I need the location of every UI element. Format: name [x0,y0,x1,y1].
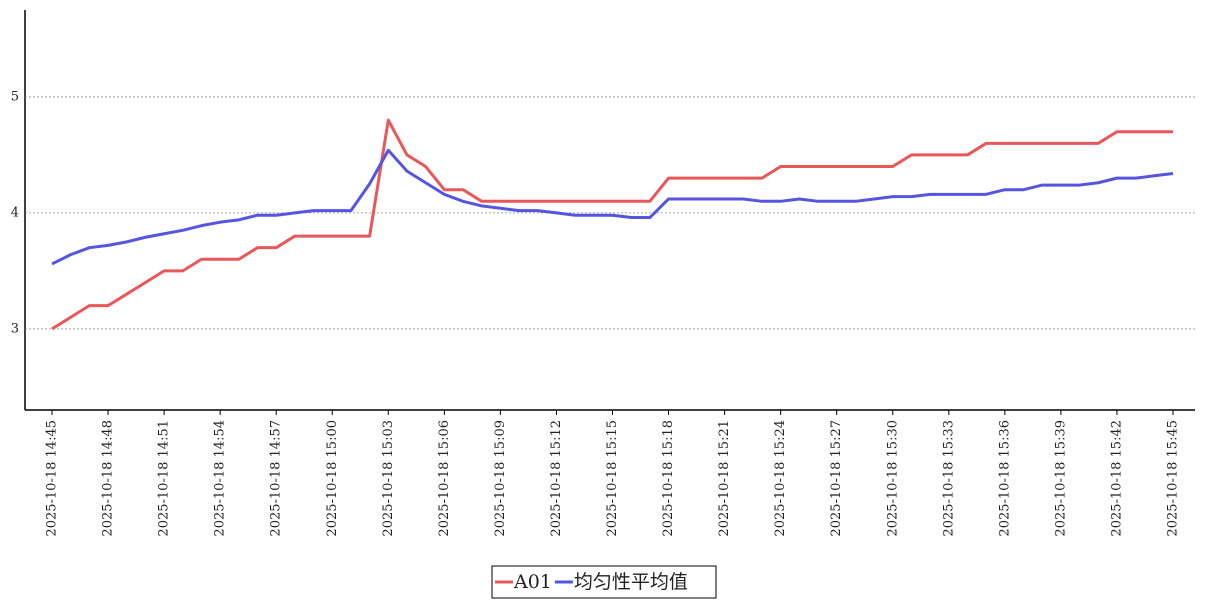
legend: A01 均匀性平均值 [495,571,688,593]
legend-box [491,565,717,599]
x-tick-label: 2025-10-18 15:15 [605,420,620,537]
y-tick-label: 4 [11,205,19,220]
x-tick-label: 2025-10-18 14:45 [45,420,60,537]
x-tick-label: 2025-10-18 15:36 [997,420,1012,537]
x-tick-label: 2025-10-18 15:42 [1109,420,1124,537]
legend-label: 均匀性平均值 [574,571,688,593]
legend-label: A01 [513,571,552,593]
x-tick-label: 2025-10-18 15:24 [773,420,788,537]
x-tick-label: 2025-10-18 14:57 [269,420,284,537]
x-tick-label: 2025-10-18 15:00 [325,420,340,537]
x-tick-label: 2025-10-18 14:51 [157,420,172,537]
x-tick-label: 2025-10-18 15:30 [885,420,900,537]
x-tick-label: 2025-10-18 15:03 [381,420,396,537]
y-tick-label: 3 [11,321,19,336]
x-tick-label: 2025-10-18 15:18 [661,420,676,537]
x-tick-label: 2025-10-18 15:12 [549,420,564,537]
x-tick-label: 2025-10-18 15:27 [829,420,844,537]
x-tick-label: 2025-10-18 14:48 [101,420,116,537]
x-tick-label: 2025-10-18 15:45 [1166,420,1181,537]
series-line [51,148,1174,266]
x-tick-label: 2025-10-18 15:21 [717,420,732,537]
series-line [51,118,1173,331]
x-tick-label: 2025-10-18 15:39 [1053,420,1068,537]
x-tick-label: 2025-10-18 15:33 [941,420,956,537]
x-tick-label: 2025-10-18 15:06 [437,420,452,537]
x-tick-label: 2025-10-18 15:09 [493,420,508,537]
x-tick-label: 2025-10-18 14:54 [213,420,228,537]
y-tick-label: 5 [11,89,19,104]
